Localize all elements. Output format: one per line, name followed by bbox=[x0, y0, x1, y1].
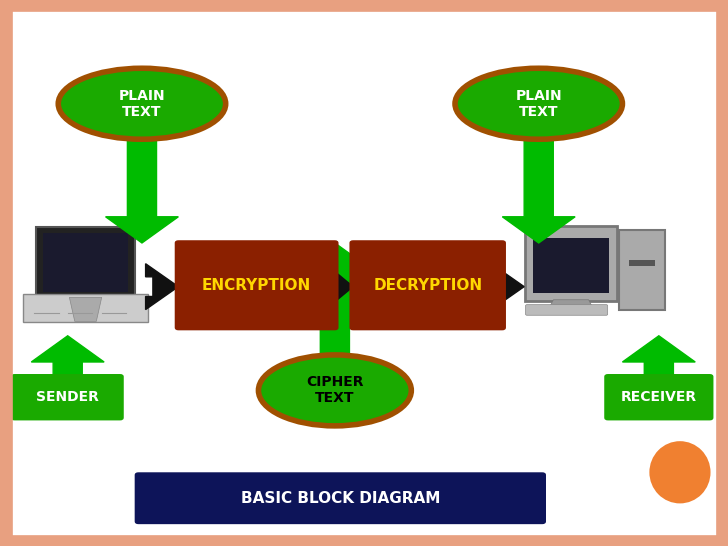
Polygon shape bbox=[69, 298, 102, 322]
Polygon shape bbox=[325, 264, 353, 310]
Polygon shape bbox=[146, 264, 178, 310]
FancyBboxPatch shape bbox=[349, 240, 506, 330]
Ellipse shape bbox=[455, 68, 622, 139]
FancyBboxPatch shape bbox=[135, 472, 546, 524]
FancyBboxPatch shape bbox=[175, 240, 339, 330]
Text: PLAIN
TEXT: PLAIN TEXT bbox=[119, 88, 165, 119]
FancyBboxPatch shape bbox=[525, 226, 617, 301]
Text: PLAIN
TEXT: PLAIN TEXT bbox=[515, 88, 562, 119]
FancyBboxPatch shape bbox=[36, 227, 135, 299]
FancyBboxPatch shape bbox=[526, 305, 608, 315]
Polygon shape bbox=[549, 300, 593, 308]
FancyBboxPatch shape bbox=[11, 374, 124, 420]
FancyBboxPatch shape bbox=[620, 230, 665, 311]
Ellipse shape bbox=[58, 68, 226, 139]
FancyBboxPatch shape bbox=[533, 239, 609, 293]
Polygon shape bbox=[106, 139, 178, 243]
Text: DECRYPTION: DECRYPTION bbox=[373, 278, 482, 293]
Text: RECEIVER: RECEIVER bbox=[621, 390, 697, 404]
Text: ENCRYPTION: ENCRYPTION bbox=[202, 278, 312, 293]
Text: BASIC BLOCK DIAGRAM: BASIC BLOCK DIAGRAM bbox=[241, 491, 440, 506]
Polygon shape bbox=[31, 336, 104, 377]
FancyBboxPatch shape bbox=[604, 374, 713, 420]
Text: SENDER: SENDER bbox=[36, 390, 99, 404]
Polygon shape bbox=[298, 243, 371, 355]
Polygon shape bbox=[622, 336, 695, 377]
Ellipse shape bbox=[258, 355, 411, 426]
FancyBboxPatch shape bbox=[43, 233, 128, 292]
Text: CIPHER
TEXT: CIPHER TEXT bbox=[306, 375, 363, 406]
Polygon shape bbox=[491, 264, 524, 310]
Polygon shape bbox=[502, 139, 575, 243]
FancyBboxPatch shape bbox=[629, 260, 654, 266]
Ellipse shape bbox=[649, 441, 711, 503]
FancyBboxPatch shape bbox=[23, 294, 148, 323]
